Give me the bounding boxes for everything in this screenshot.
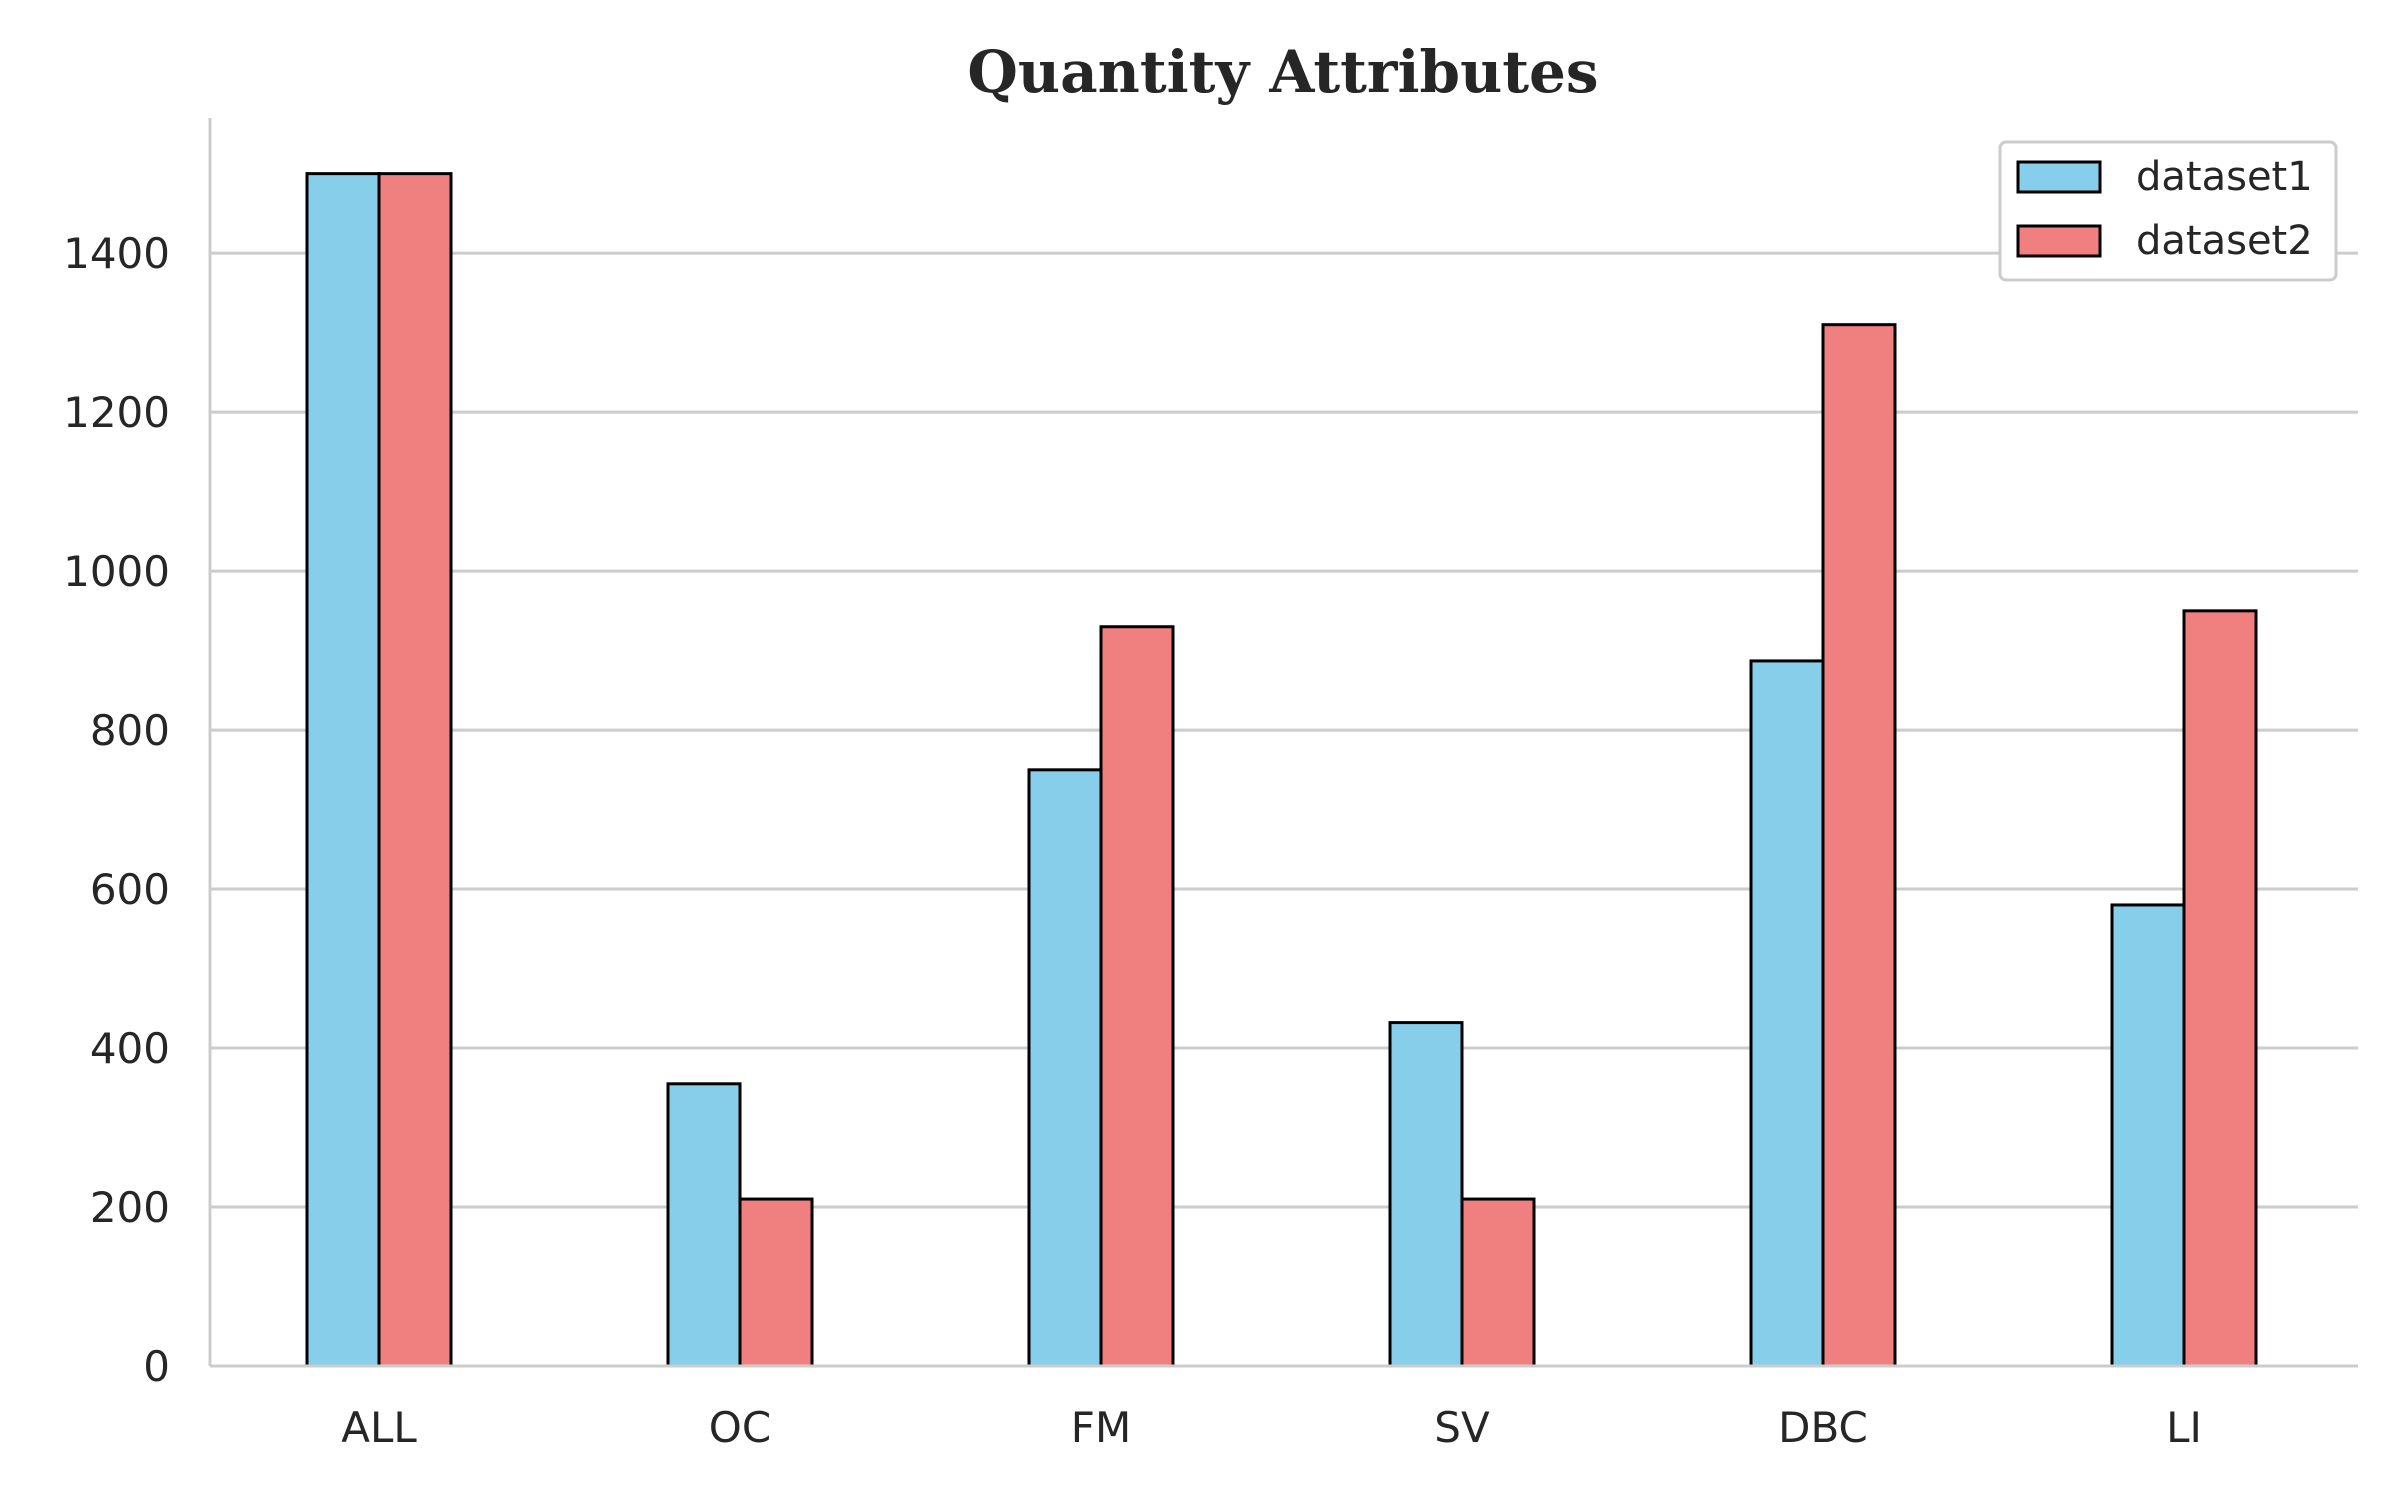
bar-dataset1-li (2110, 903, 2186, 1368)
y-tick-label: 0 (143, 1342, 170, 1391)
bars (305, 172, 2258, 1368)
bar-dataset1-all (305, 172, 381, 1368)
bar-dataset1-oc (666, 1082, 742, 1368)
bar-dataset2-fm (1099, 625, 1175, 1368)
bar-dataset2-dbc (1821, 323, 1897, 1368)
y-tick-label: 200 (90, 1183, 170, 1232)
legend-swatch-dataset2 (2016, 224, 2102, 258)
legend-swatch-dataset1 (2016, 160, 2102, 194)
bar-dataset2-li (2182, 609, 2258, 1368)
y-tick-label: 800 (90, 706, 170, 755)
x-tick-label: FM (1071, 1403, 1131, 1452)
x-tick-label: OC (709, 1403, 771, 1452)
bar-dataset2-sv (1460, 1197, 1536, 1368)
y-tick-label: 400 (90, 1024, 170, 1073)
x-tick-label: SV (1434, 1403, 1490, 1452)
y-tick-label: 1000 (63, 547, 170, 596)
bar-dataset2-all (377, 172, 453, 1368)
x-tick-label: DBC (1778, 1403, 1868, 1452)
y-tick-label: 1200 (63, 388, 170, 437)
y-tick-label: 600 (90, 865, 170, 914)
bar-dataset2-oc (738, 1197, 814, 1368)
bar-dataset1-fm (1027, 768, 1103, 1368)
y-tick-label: 1400 (63, 229, 170, 278)
axes (208, 118, 2358, 1368)
legend-label-dataset2: dataset2 (2136, 218, 2313, 264)
chart-title: Quantity Attributes (967, 38, 1598, 106)
bar-dataset1-dbc (1749, 659, 1825, 1368)
legend[interactable]: dataset1 dataset2 (1998, 140, 2338, 282)
x-tick-labels: ALL OC FM SV DBC LI (341, 1403, 2202, 1452)
x-tick-label: LI (2166, 1403, 2202, 1452)
y-tick-labels: 0 200 400 600 800 1000 1200 1400 (63, 229, 170, 1391)
gridlines (210, 251, 2358, 1209)
x-tick-label: ALL (341, 1403, 417, 1452)
legend-label-dataset1: dataset1 (2136, 154, 2313, 200)
bar-dataset1-sv (1388, 1021, 1464, 1368)
